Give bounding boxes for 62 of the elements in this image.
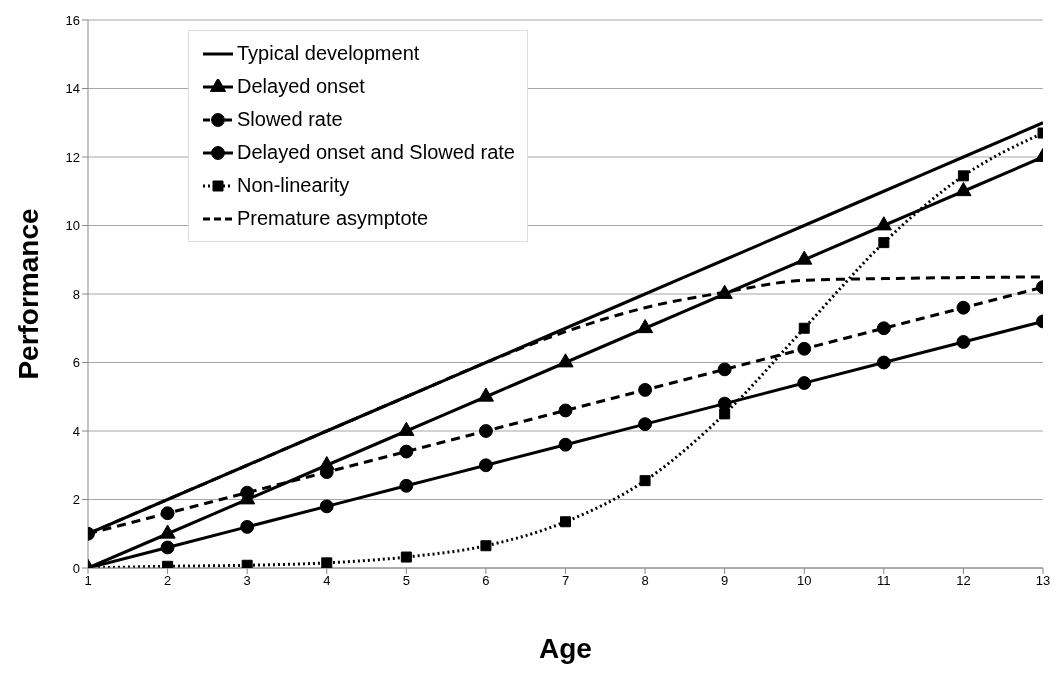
x-tick-label: 10 [797, 573, 812, 589]
y-axis-title: Performance [12, 208, 44, 380]
x-tick-label: 8 [641, 573, 649, 589]
legend-label: Slowed rate [237, 108, 343, 131]
x-tick-label: 2 [163, 573, 172, 589]
legend-label: Typical development [237, 42, 420, 65]
point [557, 353, 574, 368]
point [876, 355, 891, 370]
x-tick-label: 4 [323, 573, 331, 589]
legend-label: Non-linearity [237, 174, 350, 197]
y-tick-label: 10 [65, 218, 80, 234]
x-tick-label: 9 [721, 573, 729, 589]
point [876, 321, 891, 336]
y-tick-label: 16 [65, 12, 80, 28]
point [956, 335, 971, 349]
point [240, 485, 255, 500]
point [319, 499, 334, 514]
y-tick-label: 6 [72, 355, 80, 371]
point [797, 376, 812, 390]
x-axis-title: Age [539, 633, 592, 664]
point [719, 408, 731, 420]
legend-label: Delayed onset [237, 75, 365, 98]
x-tick-label: 13 [1035, 573, 1051, 589]
x-tick-label: 12 [956, 573, 971, 589]
point [878, 237, 890, 249]
x-tick-label: 5 [402, 573, 410, 589]
point [399, 478, 414, 493]
y-tick-label: 0 [72, 560, 80, 576]
point [160, 506, 175, 521]
x-tick-label: 11 [877, 573, 891, 589]
x-tick-label: 6 [482, 573, 490, 589]
y-tick-label: 12 [65, 149, 80, 165]
point [399, 444, 414, 459]
x-tick-label: 3 [243, 573, 251, 589]
legend-label: Delayed onset and Slowed rate [237, 141, 515, 164]
point [797, 341, 812, 356]
point [638, 417, 653, 432]
y-tick-label: 2 [72, 492, 80, 508]
point [798, 322, 810, 334]
point [558, 403, 573, 418]
point [875, 216, 892, 231]
point [478, 458, 493, 473]
legend-label: Premature asymptote [237, 207, 429, 230]
point [478, 424, 493, 438]
point [480, 540, 492, 552]
x-tick-label: 1 [84, 573, 92, 589]
y-tick-label: 14 [65, 81, 80, 97]
point [560, 516, 571, 528]
point [160, 540, 175, 555]
point [241, 559, 253, 568]
point [400, 551, 412, 563]
point [558, 437, 573, 452]
point [957, 170, 969, 182]
y-tick-label: 8 [72, 286, 80, 302]
point [717, 362, 732, 377]
point [956, 300, 971, 315]
y-tick-label: 4 [72, 423, 80, 439]
point [639, 475, 651, 487]
point [638, 382, 653, 397]
point [240, 519, 255, 534]
x-tick-label: 7 [561, 573, 570, 589]
point [321, 557, 333, 568]
